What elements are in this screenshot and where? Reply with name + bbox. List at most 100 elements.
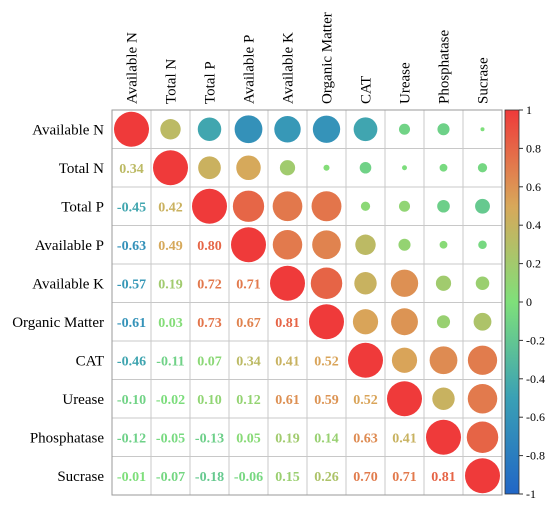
- colorbar-gradient: [504, 109, 520, 495]
- colorbar: 1 0.8 0.6 0.4 0.2 0 -0.2 -0.4 -0.6 -0.8 -1: [504, 103, 545, 501]
- corr-circle-available-k-urease: [390, 269, 419, 297]
- corr-circle-available-n-urease: [398, 123, 411, 135]
- colorbar-tick-label: 0.8: [526, 141, 541, 155]
- corr-value-sucrase-available-p: -0.06: [234, 470, 263, 485]
- corr-value-sucrase-available-k: 0.15: [275, 470, 300, 485]
- corr-value-sucrase-cat: 0.70: [353, 470, 378, 485]
- corr-value-phosphatase-available-k: 0.19: [275, 431, 300, 446]
- corr-value-sucrase-total-n: -0.07: [156, 470, 185, 485]
- corr-circle-cat-urease: [391, 347, 418, 373]
- colorbar-tick-label: -1: [526, 487, 536, 501]
- corr-value-available-k-total-n: 0.19: [158, 277, 183, 292]
- corr-circle-available-p-sucrase: [478, 240, 487, 250]
- corr-circle-available-k-cat: [354, 272, 377, 295]
- corr-circle-available-n-phosphatase: [437, 123, 450, 136]
- corr-circle-available-k-phosphatase: [435, 275, 452, 291]
- corr-circle-sucrase-sucrase: [465, 458, 500, 494]
- corr-circle-available-p-organic-matter: [312, 230, 341, 260]
- corr-value-total-p-available-n: -0.45: [117, 200, 146, 215]
- corr-value-phosphatase-organic-matter: 0.14: [314, 431, 339, 446]
- column-label-organic-matter: Organic Matter: [320, 12, 336, 104]
- corr-value-urease-organic-matter: 0.59: [314, 393, 339, 408]
- corr-value-cat-total-p: 0.07: [197, 354, 222, 369]
- corr-circle-available-k-sucrase: [475, 276, 490, 291]
- row-label-sucrase: Sucrase: [57, 469, 104, 485]
- row-label-phosphatase: Phosphatase: [30, 430, 105, 446]
- row-label-available-k: Available K: [32, 276, 104, 292]
- corr-circle-available-p-available-k: [272, 230, 303, 260]
- corr-circle-available-p-phosphatase: [439, 240, 448, 249]
- corr-circle-available-n-organic-matter: [312, 115, 341, 143]
- column-label-total-n: Total N: [164, 59, 180, 104]
- corr-circle-available-p-cat: [355, 234, 376, 255]
- corr-value-phosphatase-urease: 0.41: [392, 431, 417, 446]
- corr-value-cat-total-n: -0.11: [156, 354, 184, 369]
- corr-value-available-k-available-p: 0.71: [236, 277, 261, 292]
- column-label-available-p: Available P: [242, 35, 258, 104]
- corr-circle-available-n-available-n: [114, 111, 149, 147]
- corr-circle-available-p-available-p: [231, 227, 266, 263]
- row-label-total-n: Total N: [59, 161, 104, 177]
- corr-value-urease-total-p: 0.10: [197, 393, 222, 408]
- corr-circle-total-p-sucrase: [475, 198, 490, 214]
- corr-value-phosphatase-cat: 0.63: [353, 431, 378, 446]
- corr-circle-total-p-total-p: [192, 188, 227, 224]
- column-label-urease: Urease: [398, 62, 414, 104]
- corr-circle-cat-cat: [348, 342, 383, 378]
- corr-value-phosphatase-total-n: -0.05: [156, 431, 185, 446]
- column-label-total-p: Total P: [203, 61, 219, 104]
- colorbar-tick-label: -0.8: [526, 449, 545, 463]
- corr-value-organic-matter-total-n: 0.03: [158, 316, 183, 331]
- corr-circle-organic-matter-urease: [391, 308, 418, 336]
- corr-circle-total-n-cat: [359, 161, 372, 174]
- corr-circle-available-n-available-p: [234, 115, 263, 144]
- corr-value-available-k-total-p: 0.72: [197, 277, 222, 292]
- corr-circle-total-p-cat: [360, 201, 371, 211]
- corr-circle-available-n-available-k: [274, 116, 301, 143]
- column-label-available-k: Available K: [281, 32, 297, 104]
- corr-circle-total-p-phosphatase: [437, 199, 450, 213]
- corr-value-organic-matter-total-p: 0.73: [197, 316, 222, 331]
- corr-circle-urease-sucrase: [467, 384, 498, 414]
- corr-value-total-n-available-n: 0.34: [119, 162, 144, 177]
- corr-value-urease-cat: 0.52: [353, 393, 378, 408]
- corr-circle-organic-matter-organic-matter: [309, 304, 344, 340]
- row-label-total-p: Total P: [61, 199, 104, 215]
- colorbar-tick-label: 0.6: [526, 180, 541, 194]
- colorbar-tick-label: 0: [526, 295, 532, 309]
- row-labels: Available N Total N Total P Available P Avai…: [12, 122, 104, 485]
- corr-value-cat-available-p: 0.34: [236, 354, 261, 369]
- corr-value-phosphatase-total-p: -0.13: [195, 431, 224, 446]
- matrix-cells: 0.34 -0.45 0.42 -0.63 0.49 0.80 -0.57 0.19 0.72 0…: [111, 109, 503, 496]
- corr-value-urease-available-n: -0.10: [117, 393, 146, 408]
- corr-value-organic-matter-available-p: 0.67: [236, 316, 261, 331]
- corr-circle-available-n-sucrase: [480, 127, 485, 132]
- corr-circle-total-p-available-p: [232, 190, 265, 222]
- corr-value-cat-available-k: 0.41: [275, 354, 300, 369]
- corr-value-organic-matter-available-n: -0.61: [117, 316, 146, 331]
- corr-circle-total-n-available-p: [236, 155, 261, 180]
- row-label-available-n: Available N: [32, 122, 104, 138]
- colorbar-tick-label: -0.6: [526, 410, 545, 424]
- corr-circle-available-k-available-k: [270, 265, 305, 301]
- corr-value-sucrase-total-p: -0.18: [195, 470, 224, 485]
- row-label-available-p: Available P: [35, 238, 104, 254]
- corr-value-available-p-total-p: 0.80: [197, 239, 222, 254]
- corr-value-phosphatase-available-p: 0.05: [236, 431, 261, 446]
- corr-value-sucrase-phosphatase: 0.81: [431, 470, 456, 485]
- corr-value-urease-available-k: 0.61: [275, 393, 300, 408]
- corr-circle-available-n-total-p: [197, 117, 222, 141]
- corr-value-sucrase-organic-matter: 0.26: [314, 470, 339, 485]
- corr-circle-available-n-cat: [353, 117, 378, 142]
- colorbar-tick-label: -0.2: [526, 333, 545, 347]
- column-label-sucrase: Sucrase: [476, 57, 492, 104]
- colorbar-tick-label: 0.2: [526, 257, 541, 271]
- colorbar-ticks: 1 0.8 0.6 0.4 0.2 0 -0.2 -0.4 -0.6 -0.8 -1: [519, 103, 545, 501]
- corr-circle-available-n-total-n: [160, 119, 181, 140]
- corr-circle-organic-matter-sucrase: [473, 312, 492, 331]
- corr-circle-organic-matter-cat: [352, 309, 379, 335]
- colorbar-tick-label: 0.4: [526, 218, 541, 232]
- corr-value-organic-matter-available-k: 0.81: [275, 316, 300, 331]
- corr-circle-phosphatase-phosphatase: [426, 419, 461, 455]
